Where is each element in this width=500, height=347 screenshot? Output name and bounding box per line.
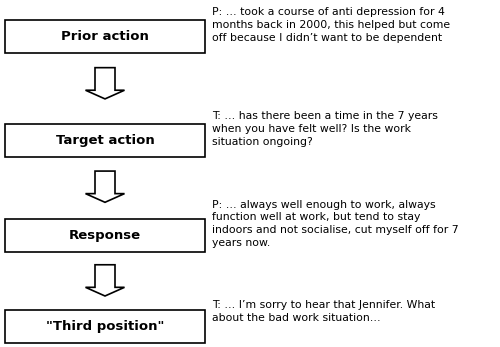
FancyBboxPatch shape xyxy=(5,310,205,343)
Text: Response: Response xyxy=(69,229,141,243)
Text: P: … took a course of anti depression for 4
months back in 2000, this helped but: P: … took a course of anti depression fo… xyxy=(212,7,450,43)
Polygon shape xyxy=(86,171,124,202)
Text: Prior action: Prior action xyxy=(61,30,149,43)
Polygon shape xyxy=(86,68,124,99)
Text: "Third position": "Third position" xyxy=(46,320,164,333)
FancyBboxPatch shape xyxy=(5,124,205,157)
FancyBboxPatch shape xyxy=(5,20,205,53)
Text: T: … has there been a time in the 7 years
when you have felt well? Is the work
s: T: … has there been a time in the 7 year… xyxy=(212,111,438,147)
Text: T: … I’m sorry to hear that Jennifer. What
about the bad work situation…: T: … I’m sorry to hear that Jennifer. Wh… xyxy=(212,300,436,323)
FancyBboxPatch shape xyxy=(5,219,205,253)
Text: P: … always well enough to work, always
function well at work, but tend to stay
: P: … always well enough to work, always … xyxy=(212,200,459,248)
Polygon shape xyxy=(86,265,124,296)
Text: Target action: Target action xyxy=(56,134,154,147)
